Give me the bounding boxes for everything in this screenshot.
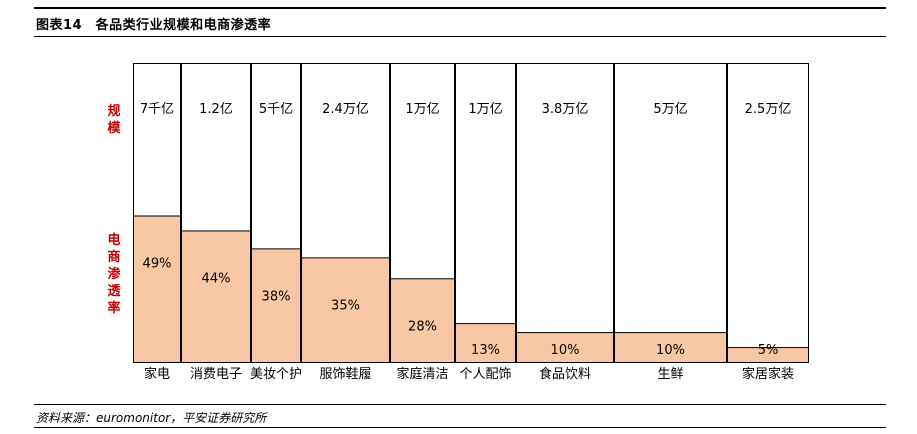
- category-label-2: 美妆个护: [250, 367, 302, 382]
- penetration-bar-8: [727, 347, 809, 363]
- category-label-1: 消费电子: [190, 367, 242, 382]
- penetration-bar-7: [614, 332, 727, 364]
- penetration-bar-5: [455, 323, 516, 364]
- category-label-0: 家电: [144, 366, 170, 382]
- penetration-label-6: 10%: [551, 343, 580, 358]
- penetration-bar-1: [181, 230, 251, 363]
- scale-label-7: 5万亿: [653, 102, 687, 117]
- scale-label-2: 5千亿: [259, 102, 293, 117]
- category-label-3: 服饰鞋履: [319, 366, 371, 382]
- scale-label-6: 3.8万亿: [542, 102, 589, 117]
- source-rule: [34, 404, 886, 405]
- penetration-label-3: 35%: [331, 298, 360, 313]
- penetration-bar-4: [390, 278, 455, 363]
- title-underline: [34, 36, 886, 37]
- category-label-6: 食品饮料: [539, 366, 591, 382]
- source-note: 资料来源：euromonitor，平安证券研究所: [36, 411, 267, 425]
- penetration-bar-0: [133, 215, 181, 363]
- column-frame-5: [455, 63, 516, 363]
- column-frame-7: [614, 63, 727, 363]
- penetration-bar-6: [516, 332, 614, 364]
- scale-label-5: 1万亿: [468, 102, 502, 117]
- penetration-axis-label: 电商渗透率: [107, 233, 121, 316]
- category-label-7: 生鲜: [657, 367, 683, 382]
- penetration-label-1: 44%: [202, 271, 231, 286]
- scale-label-8: 2.5万亿: [745, 102, 792, 117]
- penetration-bar-3: [301, 257, 390, 364]
- penetration-label-0: 49%: [143, 256, 172, 271]
- scale-label-1: 1.2亿: [199, 102, 233, 117]
- scale-axis-label: 规模: [107, 104, 121, 136]
- column-frame-6: [516, 63, 614, 363]
- figure-title: 图表14 各品类行业规模和电商渗透率: [36, 18, 272, 33]
- penetration-label-7: 10%: [656, 343, 685, 358]
- scale-label-0: 7千亿: [140, 102, 174, 117]
- category-label-8: 家居家装: [742, 366, 794, 382]
- scale-label-4: 1万亿: [405, 102, 439, 117]
- category-label-5: 个人配饰: [459, 367, 511, 382]
- bottom-rule: [34, 427, 886, 428]
- penetration-label-4: 28%: [408, 319, 437, 334]
- scale-label-3: 2.4万亿: [322, 102, 369, 117]
- penetration-label-8: 5%: [758, 343, 779, 358]
- top-rule: [34, 7, 886, 9]
- penetration-label-5: 13%: [471, 343, 500, 358]
- penetration-label-2: 38%: [262, 289, 291, 304]
- category-label-4: 家庭清洁: [396, 366, 448, 382]
- penetration-bar-2: [251, 248, 301, 364]
